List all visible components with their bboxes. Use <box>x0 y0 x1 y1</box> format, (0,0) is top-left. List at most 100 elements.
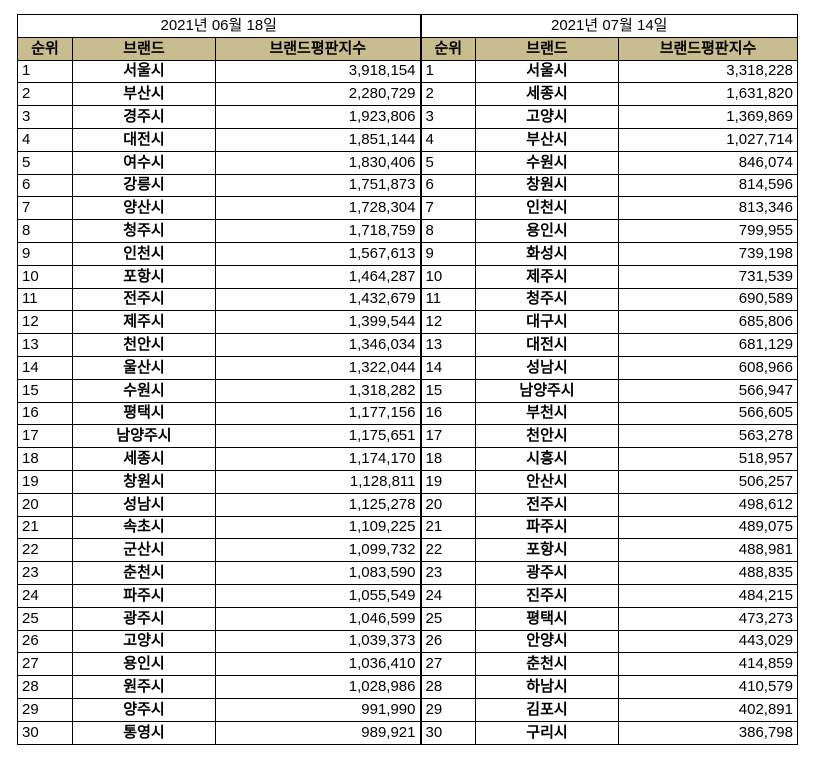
right-score-cell: 488,981 <box>618 538 798 563</box>
left-rank-cell: 18 <box>17 447 73 471</box>
left-brand-cell: 인천시 <box>72 241 216 266</box>
right-rank-cell: 6 <box>419 173 476 198</box>
left-brand-cell: 세종시 <box>72 447 216 471</box>
right-score-cell: 443,029 <box>618 629 798 654</box>
left-brand-cell: 청주시 <box>72 219 216 243</box>
right-rank-cell: 21 <box>419 515 476 540</box>
right-brand-cell: 고양시 <box>475 105 619 129</box>
right-score-header: 브랜드평판지수 <box>618 36 798 61</box>
right-score-cell: 566,605 <box>618 401 798 426</box>
left-rank-cell: 1 <box>17 59 73 84</box>
left-rank-header: 순위 <box>17 36 73 61</box>
right-score-cell: 518,957 <box>618 447 798 471</box>
left-rank-cell: 22 <box>17 538 73 563</box>
left-rank-cell: 13 <box>17 333 73 357</box>
right-brand-cell: 안양시 <box>475 629 619 654</box>
right-score-cell: 681,129 <box>618 333 798 357</box>
left-brand-cell: 강릉시 <box>72 173 216 198</box>
left-date-header: 2021년 06월 18일 <box>17 14 421 38</box>
left-brand-cell: 고양시 <box>72 629 216 654</box>
right-score-cell: 506,257 <box>618 469 798 494</box>
left-rank-cell: 8 <box>17 219 73 243</box>
left-rank-cell: 17 <box>17 424 73 449</box>
left-rank-cell: 19 <box>17 469 73 494</box>
right-brand-cell: 세종시 <box>475 82 619 107</box>
right-score-cell: 685,806 <box>618 310 798 335</box>
right-brand-cell: 구리시 <box>475 720 619 745</box>
right-brand-cell: 광주시 <box>475 561 619 585</box>
table-row: 23 춘천시 1,083,590 23 광주시 488,835 <box>17 561 798 585</box>
left-rank-cell: 21 <box>17 515 73 540</box>
right-brand-cell: 시흥시 <box>475 447 619 471</box>
right-score-cell: 563,278 <box>618 424 798 449</box>
right-score-cell: 690,589 <box>618 287 798 312</box>
right-brand-cell: 수원시 <box>475 150 619 175</box>
right-score-cell: 402,891 <box>618 697 798 722</box>
table-row: 24 파주시 1,055,549 24 진주시 484,215 <box>17 583 798 608</box>
right-brand-cell: 제주시 <box>475 264 619 289</box>
right-score-cell: 484,215 <box>618 583 798 608</box>
left-brand-cell: 양주시 <box>72 697 216 722</box>
table-row: 25 광주시 1,046,599 25 평택시 473,273 <box>17 606 798 631</box>
right-brand-header: 브랜드 <box>475 36 619 61</box>
left-score-cell: 1,083,590 <box>215 561 421 585</box>
right-brand-cell: 천안시 <box>475 424 619 449</box>
right-rank-cell: 17 <box>419 424 476 449</box>
left-score-cell: 1,718,759 <box>215 219 421 243</box>
left-score-cell: 1,318,282 <box>215 378 421 403</box>
table-row: 7 양산시 1,728,304 7 인천시 813,346 <box>17 196 798 221</box>
left-score-cell: 1,322,044 <box>215 355 421 380</box>
left-brand-cell: 제주시 <box>72 310 216 335</box>
left-score-cell: 1,432,679 <box>215 287 421 312</box>
right-rank-cell: 2 <box>419 82 476 107</box>
table-row: 17 남양주시 1,175,651 17 천안시 563,278 <box>17 424 798 449</box>
table-row: 26 고양시 1,039,373 26 안양시 443,029 <box>17 629 798 654</box>
left-rank-cell: 14 <box>17 355 73 380</box>
table-row: 11 전주시 1,432,679 11 청주시 690,589 <box>17 287 798 312</box>
left-brand-cell: 천안시 <box>72 333 216 357</box>
right-rank-header: 순위 <box>419 36 476 61</box>
right-rank-cell: 10 <box>419 264 476 289</box>
right-rank-cell: 24 <box>419 583 476 608</box>
left-score-cell: 989,921 <box>215 720 421 745</box>
right-score-cell: 3,318,228 <box>618 59 798 84</box>
left-rank-cell: 20 <box>17 492 73 517</box>
left-brand-header: 브랜드 <box>72 36 216 61</box>
left-score-cell: 3,918,154 <box>215 59 421 84</box>
right-rank-cell: 7 <box>419 196 476 221</box>
left-score-cell: 2,280,729 <box>215 82 421 107</box>
left-brand-cell: 통영시 <box>72 720 216 745</box>
left-brand-cell: 성남시 <box>72 492 216 517</box>
right-brand-cell: 부산시 <box>475 127 619 152</box>
left-brand-cell: 부산시 <box>72 82 216 107</box>
left-rank-cell: 16 <box>17 401 73 426</box>
table-row: 20 성남시 1,125,278 20 전주시 498,612 <box>17 492 798 517</box>
left-rank-cell: 12 <box>17 310 73 335</box>
left-score-cell: 1,728,304 <box>215 196 421 221</box>
right-date-header: 2021년 07월 14일 <box>419 14 798 38</box>
right-brand-cell: 대구시 <box>475 310 619 335</box>
table-row: 9 인천시 1,567,613 9 화성시 739,198 <box>17 241 798 266</box>
right-rank-cell: 20 <box>419 492 476 517</box>
left-brand-cell: 울산시 <box>72 355 216 380</box>
right-brand-cell: 서울시 <box>475 59 619 84</box>
left-rank-cell: 5 <box>17 150 73 175</box>
table-row: 5 여수시 1,830,406 5 수원시 846,074 <box>17 150 798 175</box>
left-rank-cell: 28 <box>17 675 73 699</box>
right-score-cell: 414,859 <box>618 652 798 677</box>
ranking-table: 2021년 06월 18일 2021년 07월 14일 순위 브랜드 브랜드평판… <box>17 14 798 745</box>
table-row: 22 군산시 1,099,732 22 포항시 488,981 <box>17 538 798 563</box>
left-score-cell: 1,175,651 <box>215 424 421 449</box>
right-score-cell: 473,273 <box>618 606 798 631</box>
left-brand-cell: 춘천시 <box>72 561 216 585</box>
left-brand-cell: 경주시 <box>72 105 216 129</box>
left-brand-cell: 여수시 <box>72 150 216 175</box>
left-brand-cell: 남양주시 <box>72 424 216 449</box>
right-rank-cell: 12 <box>419 310 476 335</box>
left-rank-cell: 3 <box>17 105 73 129</box>
right-rank-cell: 16 <box>419 401 476 426</box>
right-rank-cell: 23 <box>419 561 476 585</box>
table-row: 18 세종시 1,174,170 18 시흥시 518,957 <box>17 447 798 471</box>
left-score-cell: 1,109,225 <box>215 515 421 540</box>
table-row: 27 용인시 1,036,410 27 춘천시 414,859 <box>17 652 798 677</box>
